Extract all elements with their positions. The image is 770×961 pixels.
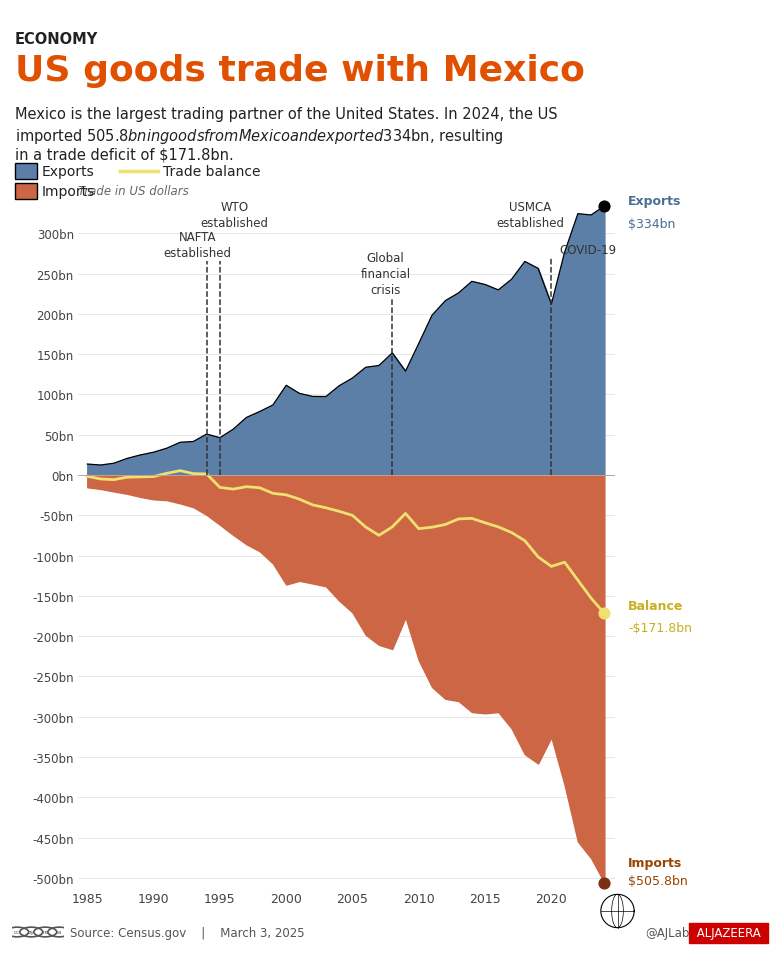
Text: -$171.8bn: -$171.8bn (628, 622, 692, 634)
Text: @AJLabs: @AJLabs (645, 926, 695, 940)
Text: Imports: Imports (42, 185, 95, 199)
Text: imported $505.8bn in goods from Mexico and exported $334bn, resulting: imported $505.8bn in goods from Mexico a… (15, 127, 504, 146)
Text: Mexico is the largest trading partner of the United States. In 2024, the US: Mexico is the largest trading partner of… (15, 107, 557, 122)
Text: Global
financial
crisis: Global financial crisis (360, 252, 410, 297)
Text: sa: sa (56, 929, 62, 934)
Text: ECONOMY: ECONOMY (15, 32, 99, 47)
Text: WTO
established: WTO established (200, 201, 269, 230)
Point (598, 199, 611, 214)
Text: by: by (28, 929, 35, 934)
Text: $334bn: $334bn (628, 218, 675, 231)
Text: $505.8bn: $505.8bn (628, 875, 688, 887)
Text: ALJAZEERA: ALJAZEERA (693, 926, 765, 940)
Text: Imports: Imports (628, 856, 682, 869)
Text: Balance: Balance (628, 600, 684, 612)
Text: nc: nc (42, 929, 49, 934)
Text: NAFTA
established: NAFTA established (163, 231, 231, 259)
Text: COVID-19: COVID-19 (559, 243, 617, 257)
Text: cc: cc (14, 929, 20, 934)
Text: Exports: Exports (628, 195, 681, 209)
Point (598, 606, 611, 622)
Text: Exports: Exports (42, 165, 95, 179)
Text: US goods trade with Mexico: US goods trade with Mexico (15, 54, 585, 87)
Text: Source: Census.gov    |    March 3, 2025: Source: Census.gov | March 3, 2025 (70, 926, 305, 940)
Text: Trade in US dollars: Trade in US dollars (78, 185, 189, 198)
Text: USMCA
established: USMCA established (496, 201, 564, 230)
Text: in a trade deficit of $171.8bn.: in a trade deficit of $171.8bn. (15, 147, 234, 161)
Point (598, 875, 611, 891)
Text: Trade balance: Trade balance (163, 165, 260, 179)
